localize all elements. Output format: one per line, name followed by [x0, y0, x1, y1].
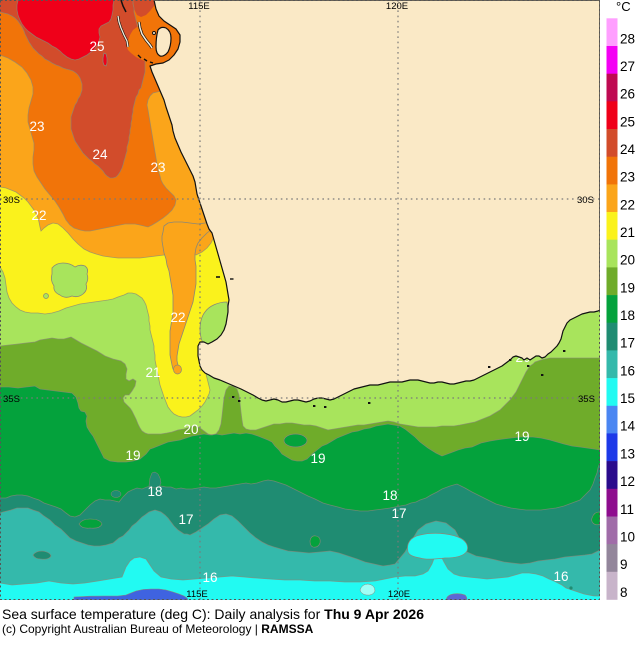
svg-text:22: 22 — [31, 208, 46, 223]
svg-text:18: 18 — [382, 488, 397, 503]
svg-text:19: 19 — [514, 429, 529, 444]
svg-text:19: 19 — [125, 448, 140, 463]
svg-text:30S: 30S — [3, 195, 20, 206]
svg-text:Sea surface temperature (deg C: Sea surface temperature (deg C): Daily a… — [2, 606, 424, 622]
svg-text:16: 16 — [620, 363, 635, 378]
svg-text:120E: 120E — [386, 1, 408, 12]
svg-text:19: 19 — [620, 280, 635, 295]
svg-text:23: 23 — [29, 119, 44, 134]
svg-text:16: 16 — [553, 569, 568, 584]
svg-text:25: 25 — [89, 39, 104, 54]
svg-text:23: 23 — [150, 160, 165, 175]
svg-text:15: 15 — [620, 391, 635, 406]
svg-text:10: 10 — [620, 529, 635, 544]
svg-text:12: 12 — [620, 474, 635, 489]
svg-text:22: 22 — [170, 310, 185, 325]
svg-text:21: 21 — [145, 365, 160, 380]
svg-text:20: 20 — [183, 422, 198, 437]
svg-text:18: 18 — [620, 308, 635, 323]
svg-text:28: 28 — [620, 31, 635, 46]
svg-text:35S: 35S — [3, 394, 20, 405]
svg-text:21: 21 — [620, 225, 635, 240]
svg-text:17: 17 — [178, 512, 193, 527]
svg-text:17: 17 — [620, 336, 635, 351]
svg-text:(c) Copyright Australian Burea: (c) Copyright Australian Bureau of Meteo… — [2, 622, 314, 636]
svg-text:22: 22 — [620, 197, 635, 212]
svg-text:23: 23 — [620, 170, 635, 185]
svg-text:14: 14 — [620, 419, 636, 434]
svg-text:115E: 115E — [188, 1, 209, 12]
svg-text:18: 18 — [147, 484, 162, 499]
svg-text:20: 20 — [620, 253, 635, 268]
svg-text:16: 16 — [202, 570, 217, 585]
svg-text:30S: 30S — [577, 195, 594, 206]
svg-text:13: 13 — [620, 446, 635, 461]
svg-text:115E: 115E — [186, 589, 207, 600]
svg-text:17: 17 — [391, 506, 406, 521]
svg-text:24: 24 — [620, 142, 636, 157]
svg-text:120E: 120E — [388, 589, 410, 600]
svg-text:27: 27 — [620, 59, 635, 74]
svg-text:11: 11 — [620, 502, 634, 517]
svg-text:9: 9 — [620, 557, 628, 572]
svg-text:25: 25 — [620, 114, 635, 129]
svg-text:24: 24 — [92, 147, 108, 162]
svg-text:35S: 35S — [578, 394, 595, 405]
svg-text:°C: °C — [616, 0, 631, 14]
svg-text:19: 19 — [310, 451, 325, 466]
svg-text:26: 26 — [620, 87, 635, 102]
svg-text:8: 8 — [620, 585, 628, 600]
